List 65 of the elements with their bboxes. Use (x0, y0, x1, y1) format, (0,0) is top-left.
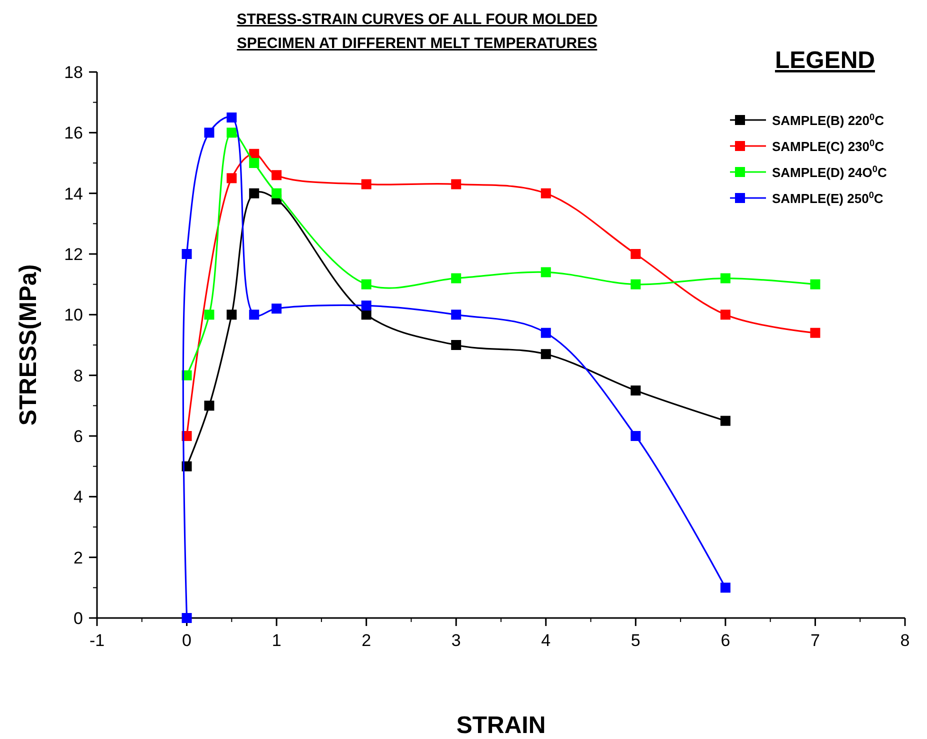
x-tick-label: 4 (541, 631, 551, 650)
point (182, 613, 192, 623)
chart-title: STRESS-STRAIN CURVES OF ALL FOUR MOLDED SPECIMEN AT DIFFERENT MELT TEMPERATURES (236, 11, 598, 52)
legend-title: LEGEND (774, 47, 876, 74)
y-tick-label: 16 (64, 124, 83, 143)
point (272, 304, 282, 314)
point (630, 279, 641, 290)
point (249, 310, 260, 320)
y-tick-label: 14 (64, 184, 83, 204)
x-tick-label: 1 (272, 631, 282, 650)
point (630, 386, 641, 396)
point (226, 112, 237, 122)
point (204, 310, 214, 320)
x-tick-label: 2 (362, 631, 372, 650)
point (540, 328, 551, 338)
legend-label: SAMPLE(D) 24O$^{0}$C (772, 164, 888, 180)
point (361, 279, 372, 290)
point (810, 328, 820, 338)
x-tick-label: 8 (900, 631, 910, 650)
point (249, 188, 260, 198)
point (540, 349, 551, 360)
x-tick-label: -1 (89, 631, 105, 650)
point (361, 310, 372, 320)
point (226, 173, 237, 184)
point (361, 300, 372, 311)
point (720, 273, 730, 284)
x-tick-label: 0 (182, 631, 192, 650)
point (720, 416, 730, 426)
legend-label: SAMPLE(B) 220$^{0}$C (772, 112, 885, 128)
point (540, 188, 551, 198)
point (630, 431, 641, 441)
y-tick-label: 18 (64, 63, 83, 82)
point (451, 179, 462, 190)
point (451, 340, 462, 350)
point (182, 249, 192, 259)
y-tick-label: 8 (74, 366, 83, 386)
y-tick-label: 12 (64, 245, 83, 264)
point (810, 279, 820, 290)
point (451, 310, 462, 320)
point (720, 310, 730, 320)
x-tick-label: 6 (720, 631, 730, 650)
x-tick-label: 3 (451, 631, 461, 650)
point (630, 249, 641, 259)
x-axis-title: STRAIN (456, 712, 546, 739)
point (204, 400, 214, 411)
point (249, 158, 260, 168)
y-tick-label: 6 (74, 427, 83, 446)
y-tick-label: 4 (74, 488, 83, 507)
point (540, 267, 551, 278)
point (226, 128, 237, 138)
y-tick-label: 2 (74, 548, 83, 568)
point (204, 128, 214, 138)
point (451, 273, 462, 284)
point (361, 179, 372, 190)
y-tick-label: 10 (64, 306, 83, 325)
legend-label: SAMPLE(E) 250$^{0}$C (772, 190, 884, 206)
x-tick-label: 5 (630, 631, 640, 650)
legend-label: SAMPLE(C) 230$^{0}$C (772, 138, 885, 154)
point (272, 188, 282, 198)
y-axis-title: STRESS(MPa) (15, 264, 42, 426)
x-tick-label: 7 (810, 631, 820, 650)
y-tick-label: 0 (74, 609, 83, 628)
point (720, 582, 730, 593)
point (272, 170, 282, 180)
point (226, 310, 237, 320)
